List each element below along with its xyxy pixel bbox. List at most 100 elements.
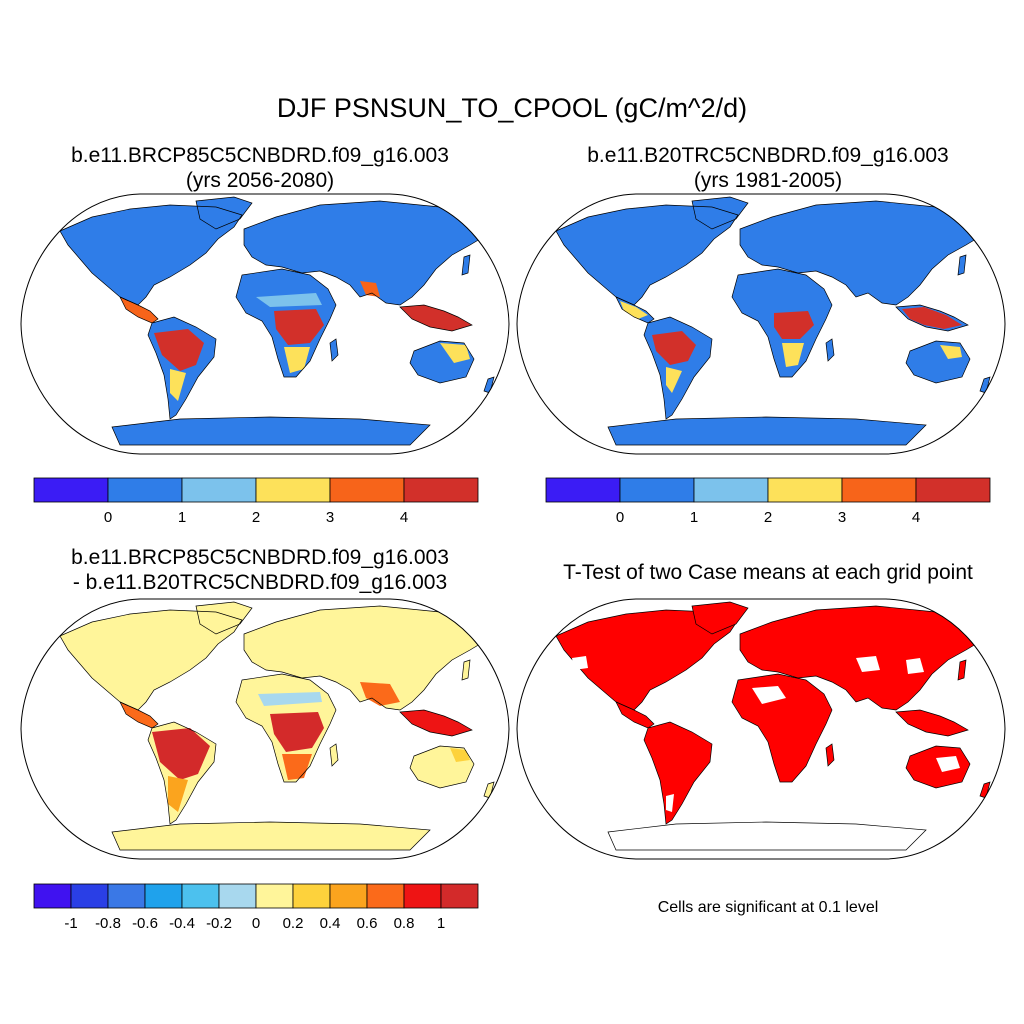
colorbar-bin bbox=[841, 477, 917, 503]
value-region bbox=[258, 692, 322, 706]
value-region bbox=[440, 343, 470, 363]
land-greenland bbox=[196, 197, 252, 229]
coastline-africa bbox=[731, 268, 833, 378]
colorbar-tick-label: 1 bbox=[178, 509, 186, 526]
colorbar-bin bbox=[403, 477, 479, 503]
coastline-northAmerica bbox=[555, 204, 739, 306]
land-madagascar bbox=[330, 744, 338, 766]
coastline-northAmerica bbox=[59, 609, 243, 711]
value-region bbox=[168, 776, 188, 812]
value-region bbox=[400, 710, 472, 736]
colorbar-tick-label: 4 bbox=[912, 509, 920, 526]
colorbar-bin bbox=[619, 477, 695, 503]
map-case2 bbox=[516, 193, 1006, 455]
value-region bbox=[120, 702, 158, 728]
colorbar-tick-label: 2 bbox=[764, 509, 772, 526]
coastline-australia bbox=[905, 340, 971, 384]
coastline-northAmerica bbox=[59, 204, 243, 306]
colorbar-case2: 0 1 2 3 4 bbox=[545, 477, 991, 526]
land-antarctica bbox=[112, 822, 430, 850]
colorbar-tick-label: 0.8 bbox=[394, 915, 415, 932]
coastline-madagascar bbox=[329, 743, 339, 767]
coastline-africa bbox=[235, 268, 337, 378]
value-region bbox=[274, 309, 324, 345]
colorbar-tick-label: -0.4 bbox=[169, 915, 195, 932]
coastline-japan bbox=[461, 254, 471, 276]
land-southAmerica bbox=[643, 721, 713, 825]
land-greenland bbox=[196, 602, 252, 634]
colorbar-tick-label: 0.4 bbox=[320, 915, 341, 932]
coastline-japan bbox=[957, 254, 967, 276]
nonsignificant-area bbox=[856, 656, 880, 672]
land-northAmerica bbox=[60, 205, 242, 305]
coastline-greenland bbox=[195, 196, 253, 230]
land-northAmerica bbox=[555, 609, 739, 711]
coastline-seAsia bbox=[399, 304, 473, 332]
land-centralAmerica bbox=[615, 701, 655, 729]
land-madagascar bbox=[825, 743, 835, 767]
colorbar-bin bbox=[292, 883, 331, 909]
colorbar-bin bbox=[70, 883, 109, 909]
value-region bbox=[152, 728, 210, 780]
colorbar-difference: -1 -0.8 -0.6 -0.4 -0.2 0 0.2 0.4 0.6 0.8 1 bbox=[33, 883, 479, 932]
map-border bbox=[20, 598, 510, 860]
land-greenland bbox=[691, 601, 749, 635]
colorbar-bin bbox=[329, 477, 405, 503]
colorbar-tick-label: 2 bbox=[252, 509, 260, 526]
value-region bbox=[284, 347, 310, 373]
colorbar-tick-label: -1 bbox=[64, 915, 77, 932]
colorbar-bin bbox=[255, 883, 294, 909]
colorbar-bin bbox=[915, 477, 991, 503]
map-border bbox=[20, 193, 510, 455]
panel-title-ttest-line1: T-Test of two Case means at each grid po… bbox=[563, 561, 973, 584]
colorbar-tick-label: -0.2 bbox=[206, 915, 232, 932]
coastline-southAmerica bbox=[147, 316, 217, 420]
land-seAsia bbox=[895, 709, 969, 737]
coastline-japan bbox=[461, 659, 471, 681]
value-region bbox=[902, 307, 962, 329]
value-region bbox=[120, 297, 158, 323]
colorbar-bin bbox=[107, 883, 146, 909]
value-region bbox=[450, 748, 470, 762]
panel-title-case1: b.e11.BRCP85C5CNBDRD.f09_g16.003 (yrs 20… bbox=[0, 143, 520, 193]
colorbar-bin bbox=[181, 477, 257, 503]
colorbar-tick-label: 3 bbox=[326, 509, 334, 526]
value-region bbox=[940, 345, 962, 359]
nonsignificant-area bbox=[906, 658, 924, 674]
colorbar-tick-label: 0.6 bbox=[357, 915, 378, 932]
land-antarctica bbox=[112, 417, 430, 445]
land-antarctica bbox=[607, 821, 927, 851]
coastline-southAmerica bbox=[643, 316, 713, 420]
coastline-southAmerica bbox=[147, 721, 217, 825]
value-region bbox=[282, 754, 312, 780]
value-region bbox=[170, 369, 186, 401]
colorbar-tick-label: 1 bbox=[437, 915, 445, 932]
colorbar-tick-label: 4 bbox=[400, 509, 408, 526]
land-greenland bbox=[692, 197, 748, 229]
colorbar-tick-label: 3 bbox=[838, 509, 846, 526]
value-region bbox=[400, 305, 472, 331]
nonsignificant-area bbox=[572, 656, 588, 670]
colorbar-bin bbox=[693, 477, 769, 503]
coastline-africa bbox=[235, 673, 337, 783]
coastline-antarctica bbox=[111, 821, 431, 851]
land-northAmerica bbox=[60, 610, 242, 710]
value-region bbox=[360, 682, 400, 706]
coastline-seAsia bbox=[399, 709, 473, 737]
colorbar-bin bbox=[403, 883, 442, 909]
value-region bbox=[666, 367, 682, 393]
colorbar-tick-label: 0 bbox=[252, 915, 260, 932]
panel-title-difference: b.e11.BRCP85C5CNBDRD.f09_g16.003 - b.e11… bbox=[0, 545, 520, 595]
panel-title-difference-line2: - b.e11.B20TRC5CNBDRD.f09_g16.003 bbox=[72, 571, 448, 594]
panel-title-case1-line2: (yrs 2056-2080) bbox=[185, 169, 335, 192]
colorbar-tick-label: 0.2 bbox=[283, 915, 304, 932]
nonsignificant-area bbox=[936, 756, 960, 772]
land-antarctica bbox=[608, 417, 926, 445]
coastline-australia bbox=[409, 745, 475, 789]
value-region bbox=[652, 331, 696, 365]
colorbar-bin bbox=[144, 883, 183, 909]
colorbar-tick-label: 0 bbox=[104, 509, 112, 526]
value-region bbox=[256, 293, 322, 307]
colorbar-bin bbox=[218, 883, 257, 909]
coastline-antarctica bbox=[111, 416, 431, 446]
